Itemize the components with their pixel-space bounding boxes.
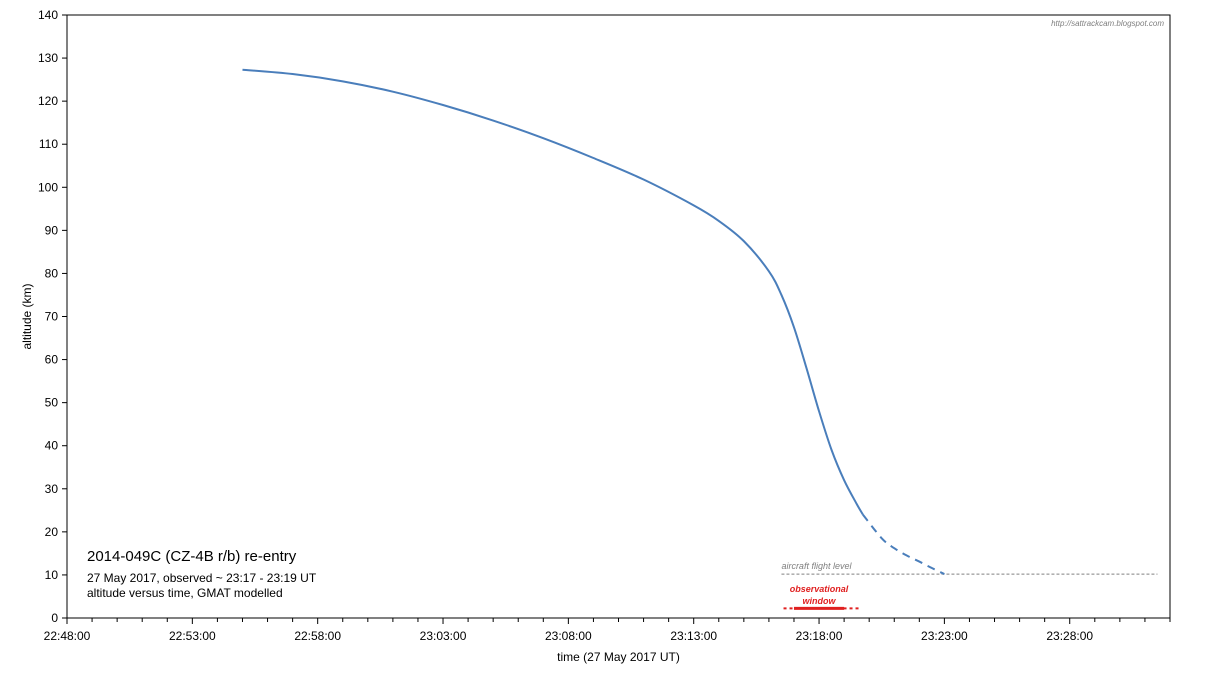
y-tick-label: 10 bbox=[45, 568, 59, 582]
chart-title: 2014-049C (CZ-4B r/b) re-entry bbox=[87, 548, 297, 565]
observational-window-label: window bbox=[803, 596, 837, 606]
y-tick-label: 120 bbox=[38, 94, 58, 108]
x-tick-label: 23:28:00 bbox=[1046, 629, 1093, 643]
altitude-curve-dashed bbox=[862, 514, 945, 575]
altitude-curve bbox=[242, 68, 864, 516]
chart-subtitle-line: 27 May 2017, observed ~ 23:17 - 23:19 UT bbox=[87, 571, 317, 585]
x-tick-label: 22:48:00 bbox=[44, 629, 91, 643]
chart-subtitle-line: altitude versus time, GMAT modelled bbox=[87, 586, 283, 600]
flight-level-label: aircraft flight level bbox=[781, 561, 852, 571]
y-tick-label: 0 bbox=[51, 611, 58, 625]
plot-frame bbox=[66, 14, 1171, 619]
observational-window-label: observational bbox=[790, 584, 849, 594]
y-tick-label: 140 bbox=[38, 8, 58, 22]
x-tick-label: 23:23:00 bbox=[921, 629, 968, 643]
chart-info-box: 2014-049C (CZ-4B r/b) re-entry 27 May 20… bbox=[87, 548, 316, 601]
y-tick-label: 130 bbox=[38, 51, 58, 65]
x-tick-label: 23:18:00 bbox=[796, 629, 843, 643]
watermark-text: http://sattrackcam.blogspot.com bbox=[1051, 19, 1164, 28]
x-tick-label: 23:08:00 bbox=[545, 629, 592, 643]
x-axis-title: time (27 May 2017 UT) bbox=[557, 650, 680, 664]
x-tick-label: 22:53:00 bbox=[169, 629, 216, 643]
x-tick-label: 23:03:00 bbox=[420, 629, 467, 643]
y-tick-label: 50 bbox=[45, 396, 59, 410]
y-tick-label: 80 bbox=[45, 266, 59, 280]
y-tick-label: 110 bbox=[39, 137, 58, 151]
x-tick-label: 22:58:00 bbox=[294, 629, 341, 643]
y-tick-label: 100 bbox=[38, 180, 58, 194]
y-tick-label: 60 bbox=[45, 353, 59, 367]
x-tick-label: 23:13:00 bbox=[670, 629, 717, 643]
y-tick-label: 30 bbox=[45, 482, 59, 496]
y-tick-label: 90 bbox=[45, 223, 59, 237]
y-tick-label: 40 bbox=[45, 439, 59, 453]
y-axis-title: altitude (km) bbox=[20, 283, 34, 349]
y-tick-label: 20 bbox=[45, 525, 59, 539]
y-tick-label: 70 bbox=[45, 310, 59, 324]
